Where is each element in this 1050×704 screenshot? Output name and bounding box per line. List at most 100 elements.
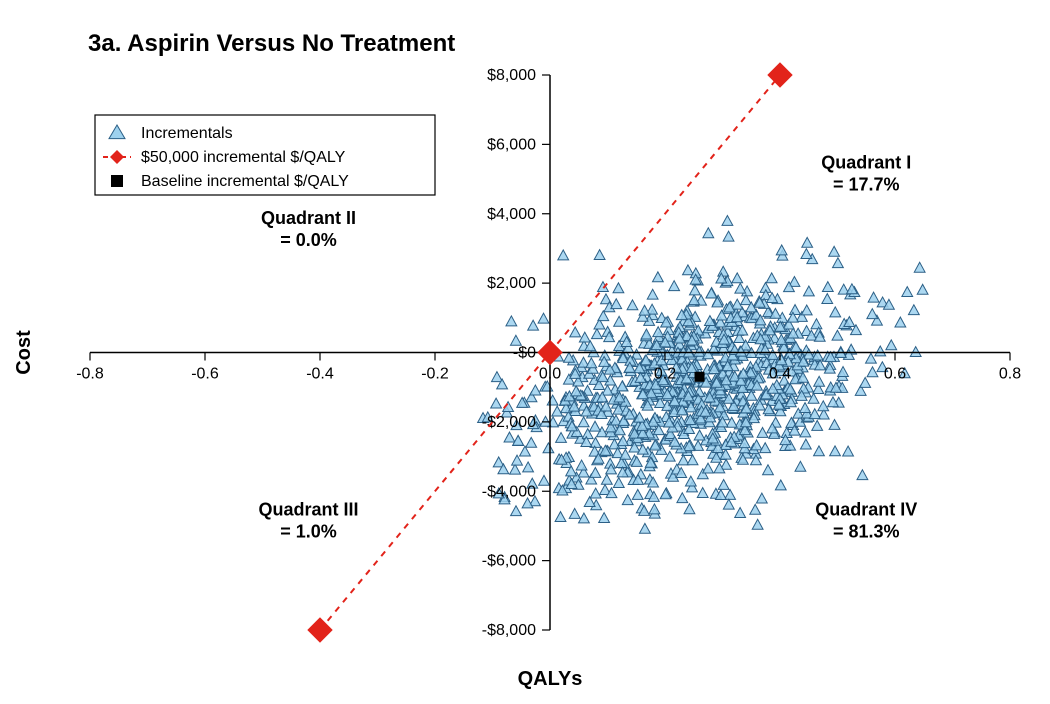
scatter-point <box>530 385 541 395</box>
scatter-point <box>756 493 767 503</box>
scatter-point <box>867 367 878 377</box>
svg-text:-0.8: -0.8 <box>76 366 104 383</box>
scatter-point <box>526 437 537 447</box>
scatter-point <box>491 398 502 408</box>
scatter-point <box>611 299 622 309</box>
scatter-point <box>594 250 605 260</box>
scatter-point <box>543 443 554 453</box>
scatter-point <box>613 478 624 488</box>
scatter-point <box>647 289 658 299</box>
scatter-point <box>590 488 601 498</box>
scatter-point <box>757 427 768 437</box>
scatter-point <box>592 329 603 339</box>
svg-text:-$2,000: -$2,000 <box>482 414 536 431</box>
scatter-point <box>760 443 771 453</box>
scatter-point <box>528 320 539 330</box>
scatter-point <box>590 421 601 431</box>
scatter-point <box>868 292 879 302</box>
scatter-point <box>860 377 871 387</box>
scatter-point <box>523 462 534 472</box>
scatter-point <box>908 305 919 315</box>
scatter-point <box>694 430 705 440</box>
scatter-point <box>622 495 633 505</box>
scatter-point <box>814 446 825 456</box>
scatter-point <box>886 340 897 350</box>
scatter-point <box>718 479 729 489</box>
scatter-point <box>703 463 714 473</box>
scatter-point <box>914 262 925 272</box>
scatter-point <box>833 258 844 268</box>
scatter-point <box>599 513 610 523</box>
svg-text:$6,000: $6,000 <box>487 136 536 153</box>
svg-text:-$8,000: -$8,000 <box>482 622 536 639</box>
scatter-point <box>910 347 921 357</box>
scatter-point <box>866 353 877 363</box>
svg-text:= 1.0%: = 1.0% <box>280 522 337 542</box>
scatter-point <box>555 512 566 522</box>
svg-text:-$4,000: -$4,000 <box>482 483 536 500</box>
scatter-point <box>800 427 811 437</box>
scatter-point <box>598 282 609 292</box>
scatter-point <box>803 286 814 296</box>
scatter-point <box>689 295 700 305</box>
scatter-point <box>776 245 787 255</box>
scatter-point <box>812 420 823 430</box>
scatter-point <box>795 461 806 471</box>
scatter-point <box>684 504 695 514</box>
scatter-point <box>547 395 558 405</box>
scatter-point <box>832 330 843 340</box>
scatter-point <box>649 504 660 514</box>
svg-text:Quadrant III: Quadrant III <box>258 500 358 520</box>
scatter-point <box>576 460 587 470</box>
scatter-point <box>814 376 825 386</box>
scatter-point <box>818 401 829 411</box>
scatter-point <box>510 464 521 474</box>
scatter-point <box>552 406 563 416</box>
svg-text:0.2: 0.2 <box>654 366 676 383</box>
scatter-point <box>790 305 801 315</box>
scatter-point <box>598 311 609 321</box>
scatter-point <box>539 475 550 485</box>
scatter-point <box>801 249 812 259</box>
scatter-point <box>802 237 813 247</box>
svg-text:0.4: 0.4 <box>769 366 791 383</box>
scatter-point <box>830 446 841 456</box>
scatter-point <box>867 309 878 319</box>
scatter-point <box>843 446 854 456</box>
svg-text:= 0.0%: = 0.0% <box>280 230 337 250</box>
scatter-point <box>506 316 517 326</box>
baseline-marker <box>695 372 705 382</box>
scatter-point <box>735 283 746 293</box>
svg-text:-$6,000: -$6,000 <box>482 553 536 570</box>
svg-text:0.8: 0.8 <box>999 366 1021 383</box>
scatter-point <box>586 358 597 368</box>
scatter-point <box>735 508 746 518</box>
scatter-point <box>590 467 601 477</box>
svg-text:-$0: -$0 <box>513 345 536 362</box>
scatter-point <box>811 319 822 329</box>
svg-text:$4,000: $4,000 <box>487 206 536 223</box>
scatter-point <box>800 439 811 449</box>
scatter-chart: -0.8-0.6-0.4-0.20.00.20.40.60.8-$8,000-$… <box>0 0 1050 704</box>
scatter-point <box>652 272 663 282</box>
scatter-point <box>697 488 708 498</box>
svg-text:$50,000 incremental $/QALY: $50,000 incremental $/QALY <box>141 149 346 166</box>
svg-text:QALYs: QALYs <box>518 668 583 690</box>
scatter-point <box>838 367 849 377</box>
threshold-marker <box>308 618 332 642</box>
scatter-point <box>512 455 523 465</box>
scatter-point <box>801 305 812 315</box>
scatter-point <box>570 327 581 337</box>
scatter-point <box>722 216 733 226</box>
scatter-point <box>895 317 906 327</box>
svg-text:-0.2: -0.2 <box>421 366 449 383</box>
scatter-point <box>613 283 624 293</box>
scatter-point <box>617 381 628 391</box>
scatter-point <box>775 480 786 490</box>
scatter-point <box>558 250 569 260</box>
scatter-point <box>830 307 841 317</box>
svg-text:Incrementals: Incrementals <box>141 125 233 142</box>
scatter-point <box>569 508 580 518</box>
scatter-point <box>750 504 761 514</box>
svg-text:$8,000: $8,000 <box>487 67 536 84</box>
